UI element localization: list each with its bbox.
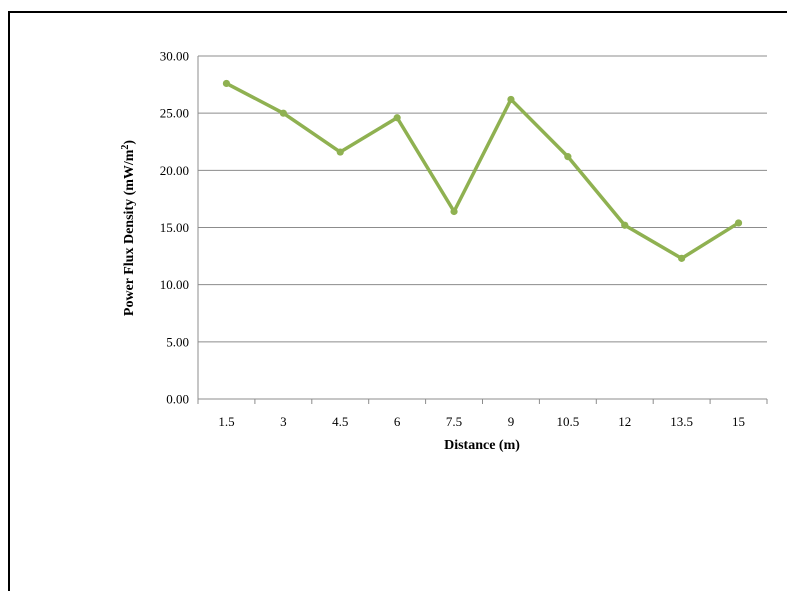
- x-tick-label: 15: [732, 414, 745, 429]
- y-tick-label: 30.00: [160, 49, 189, 64]
- x-tick-label: 13.5: [670, 414, 693, 429]
- data-point: [564, 153, 572, 161]
- y-tick-label: 25.00: [160, 106, 189, 121]
- data-point: [621, 221, 629, 229]
- y-tick-label: 15.00: [160, 220, 189, 235]
- x-tick-label: 4.5: [332, 414, 348, 429]
- series: [222, 79, 743, 262]
- x-tick-label: 3: [280, 414, 287, 429]
- y-tick-label: 5.00: [166, 334, 189, 349]
- x-tick-label: 7.5: [446, 414, 462, 429]
- y-axis-title-suffix: ): [122, 140, 137, 145]
- y-tick-labels: 0.00 5.00 10.00 15.00 20.00 25.00 30.00: [160, 49, 189, 407]
- x-tick-label: 9: [508, 414, 515, 429]
- x-tick-label: 6: [394, 414, 401, 429]
- y-tick-label: 10.00: [160, 277, 189, 292]
- axes: [197, 56, 768, 404]
- y-tick-label: 20.00: [160, 163, 189, 178]
- data-point: [279, 109, 287, 117]
- data-point: [393, 114, 401, 122]
- x-tick-labels: 1.5 3 4.5 6 7.5 9 10.5 12 13.5 15: [218, 414, 745, 429]
- y-tick-label: 0.00: [166, 392, 189, 407]
- gridlines: [198, 55, 767, 343]
- x-axis-title: Distance (m): [444, 438, 520, 453]
- y-axis-title-main: Power Flux Density (mW/m: [122, 149, 137, 316]
- data-point: [507, 95, 515, 104]
- data-point: [678, 254, 686, 262]
- y-axis-title-superscript: 2: [120, 145, 131, 150]
- data-point: [336, 148, 344, 156]
- chart-frame: [8, 11, 787, 591]
- x-tick-label: 10.5: [556, 414, 579, 429]
- x-tick-label: 12: [618, 414, 631, 429]
- data-point: [450, 207, 458, 216]
- line-chart: 0.00 5.00 10.00 15.00 20.00 25.00 30.00 1.5 3 4.…: [120, 49, 768, 453]
- series-line-0: [224, 81, 741, 261]
- x-tick-label: 1.5: [218, 414, 234, 429]
- y-axis-title: Power Flux Density (mW/m2): [120, 140, 137, 317]
- data-point: [734, 219, 743, 227]
- data-point: [222, 79, 231, 88]
